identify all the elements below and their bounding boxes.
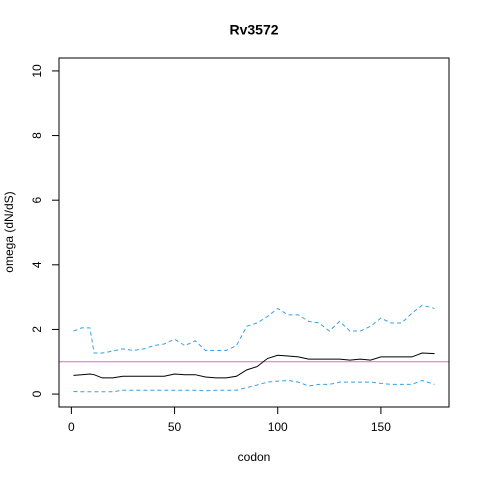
x-tick-label: 0 bbox=[68, 420, 75, 434]
y-tick-label: 6 bbox=[30, 197, 44, 204]
y-tick-label: 10 bbox=[30, 64, 44, 78]
plot-frame bbox=[58, 57, 450, 408]
series-line bbox=[73, 352, 435, 379]
x-axis-label: codon bbox=[238, 450, 271, 464]
y-tick-label: 2 bbox=[30, 326, 44, 333]
y-tick-label: 4 bbox=[30, 261, 44, 268]
x-tick-label: 150 bbox=[371, 420, 391, 434]
chart-title: Rv3572 bbox=[229, 22, 278, 38]
x-tick-label: 50 bbox=[168, 420, 182, 434]
y-tick-label: 8 bbox=[30, 132, 44, 139]
series-line bbox=[73, 304, 435, 354]
y-tick-label: 0 bbox=[30, 390, 44, 397]
series-line bbox=[73, 379, 435, 393]
x-tick-label: 100 bbox=[268, 420, 288, 434]
y-axis-label: omega (dN/dS) bbox=[2, 191, 16, 272]
